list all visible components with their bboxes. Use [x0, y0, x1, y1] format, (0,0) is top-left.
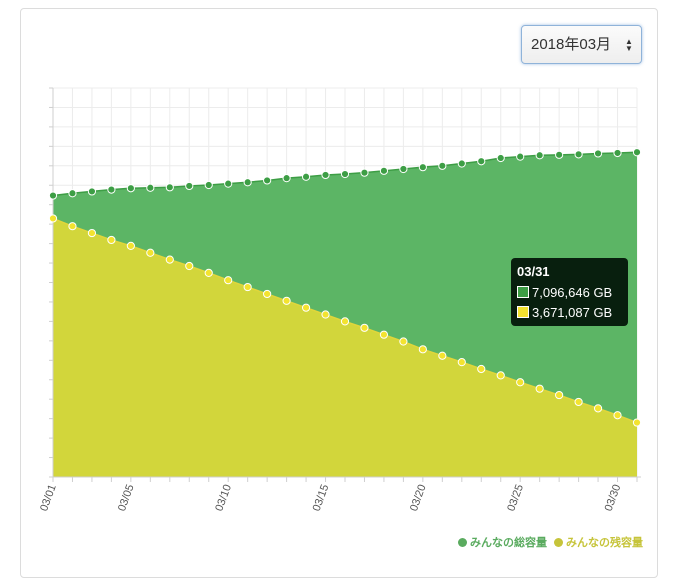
- x-tick-label: 03/25: [505, 483, 526, 513]
- data-point-series-1: [107, 185, 116, 194]
- tooltip-title: 03/31: [517, 264, 550, 279]
- data-point-series-1: [613, 148, 622, 158]
- data-point-series-2: [613, 411, 622, 420]
- data-point-series-1: [243, 178, 252, 187]
- x-tick-labels: 03/01 03/05 03/10 03/15 03/20 03/25 03/30: [38, 483, 623, 513]
- data-point-series-2: [496, 371, 505, 380]
- data-point-series-2: [87, 228, 97, 238]
- data-point-series-1: [68, 189, 77, 198]
- data-point-series-2: [379, 330, 389, 339]
- data-point-series-2: [68, 222, 77, 231]
- tooltip-total-value: 7,096,646 GB: [532, 284, 613, 300]
- data-point-series-2: [360, 323, 369, 332]
- tooltip-total-swatch: [517, 286, 529, 298]
- x-tick-label: 03/20: [408, 483, 429, 513]
- chart-axes: [49, 87, 641, 482]
- data-point-series-1: [360, 168, 369, 177]
- data-point-series-2: [555, 390, 564, 400]
- data-point-series-1: [418, 163, 427, 172]
- x-tick-label: 03/10: [213, 483, 234, 513]
- data-point-series-1: [477, 157, 486, 166]
- data-point-series-2: [438, 351, 447, 360]
- x-tick-label: 03/15: [311, 483, 332, 513]
- data-point-series-2: [204, 268, 213, 277]
- data-point-series-1: [340, 169, 350, 179]
- chart-areas: [52, 151, 638, 477]
- data-point-series-2: [126, 241, 135, 250]
- tooltip-remaining-value: 3,671,087 GB: [532, 304, 613, 320]
- data-point-series-1: [282, 174, 291, 183]
- area-series-2: [53, 218, 637, 477]
- chart-points: [48, 148, 642, 427]
- month-select[interactable]: 2018年03月 ▲ ▼: [521, 25, 642, 64]
- data-point-series-1: [574, 150, 583, 159]
- data-point-series-2: [340, 317, 350, 326]
- data-point-series-1: [555, 150, 564, 159]
- data-point-series-2: [477, 364, 486, 374]
- x-tick-label: 03/30: [603, 483, 624, 513]
- legend-total-label: みんなの総容量: [470, 537, 547, 549]
- data-point-series-1: [516, 152, 525, 161]
- data-point-series-1: [301, 172, 311, 181]
- data-point-series-2: [146, 248, 155, 257]
- data-point-series-2: [457, 358, 466, 367]
- data-point-series-2: [593, 404, 603, 413]
- tooltip-remaining-swatch: [517, 306, 529, 318]
- data-point-series-2: [516, 378, 525, 387]
- data-point-series-2: [418, 345, 427, 354]
- data-point-series-1: [593, 149, 603, 158]
- data-point-series-1: [185, 181, 194, 191]
- data-point-series-1: [165, 183, 174, 192]
- data-point-series-1: [632, 148, 642, 157]
- data-point-series-1: [379, 166, 389, 175]
- data-point-series-2: [321, 310, 330, 319]
- data-point-series-1: [48, 191, 58, 200]
- data-point-series-1: [204, 180, 213, 190]
- x-tick-label: 03/01: [38, 483, 59, 513]
- data-point-series-2: [107, 235, 116, 245]
- tooltip-row-remaining: 3,671,087 GB: [517, 302, 622, 322]
- data-point-series-1: [224, 179, 233, 188]
- data-point-series-1: [399, 164, 408, 174]
- data-point-series-2: [301, 303, 311, 312]
- legend-item-total[interactable]: みんなの総容量: [458, 534, 547, 550]
- data-point-series-1: [126, 184, 135, 193]
- month-select-value: 2018年03月: [531, 36, 612, 53]
- select-arrows-icon: ▲ ▼: [625, 37, 633, 53]
- data-point-series-2: [48, 214, 58, 223]
- chart-tooltip: 03/31 7,096,646 GB 3,671,087 GB: [511, 258, 628, 326]
- data-point-series-2: [185, 261, 194, 271]
- data-point-series-1: [321, 170, 330, 180]
- data-point-series-1: [146, 183, 155, 192]
- data-point-series-2: [243, 282, 252, 292]
- data-point-series-2: [165, 255, 174, 264]
- data-point-series-1: [535, 151, 544, 160]
- data-point-series-1: [87, 187, 97, 196]
- data-point-series-2: [535, 384, 544, 393]
- data-point-series-1: [438, 161, 447, 170]
- data-point-series-1: [496, 153, 505, 163]
- data-point-series-2: [399, 337, 408, 346]
- legend-remaining-label: みんなの残容量: [566, 537, 643, 549]
- legend-total-dot-icon: [458, 537, 467, 547]
- data-point-series-2: [224, 276, 233, 285]
- x-tick-label: 03/05: [116, 483, 137, 513]
- tooltip-row-total: 7,096,646 GB: [517, 282, 622, 302]
- area-chart: 03/01 03/05 03/10 03/15 03/20 03/25 03/30: [38, 87, 642, 513]
- data-point-series-2: [263, 289, 272, 299]
- data-point-series-2: [282, 296, 291, 305]
- data-point-series-1: [457, 159, 466, 168]
- legend-item-remaining[interactable]: みんなの残容量: [554, 534, 643, 550]
- data-point-series-2: [574, 397, 583, 407]
- chart-legend: みんなの総容量 みんなの残容量: [418, 534, 643, 550]
- legend-remaining-dot-icon: [554, 537, 563, 547]
- data-point-series-1: [263, 176, 272, 185]
- data-point-series-2: [632, 418, 642, 427]
